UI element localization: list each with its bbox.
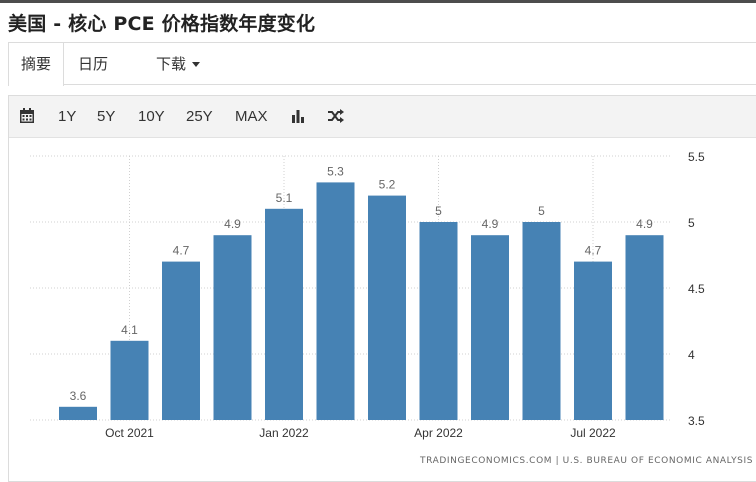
page-title: 美国 - 核心 PCE 价格指数年度变化 xyxy=(8,13,316,35)
tab-summary[interactable]: 摘要 xyxy=(8,43,64,86)
bar-chart-icon[interactable] xyxy=(290,108,308,126)
chart-toolbar: 1Y 5Y 10Y 25Y MAX xyxy=(9,96,756,138)
top-border xyxy=(0,0,756,3)
chart-panel: 1Y 5Y 10Y 25Y MAX xyxy=(8,95,756,482)
shuffle-icon[interactable] xyxy=(327,108,345,126)
range-max-button[interactable]: MAX xyxy=(235,108,268,125)
tab-download-label: 下载 xyxy=(156,55,187,73)
caret-down-icon xyxy=(192,62,201,67)
range-5y-button[interactable]: 5Y xyxy=(97,108,116,125)
calendar-icon[interactable] xyxy=(19,108,37,126)
range-1y-button[interactable]: 1Y xyxy=(58,108,77,125)
range-25y-button[interactable]: 25Y xyxy=(186,108,213,125)
source-credit: TRADINGECONOMICS.COM | U.S. BUREAU OF EC… xyxy=(420,456,754,466)
tab-download[interactable]: 下载 xyxy=(156,43,201,85)
tab-calendar[interactable]: 日历 xyxy=(78,55,109,73)
range-10y-button[interactable]: 10Y xyxy=(138,108,165,125)
tab-bar: 摘要 日历 下载 xyxy=(8,42,756,86)
